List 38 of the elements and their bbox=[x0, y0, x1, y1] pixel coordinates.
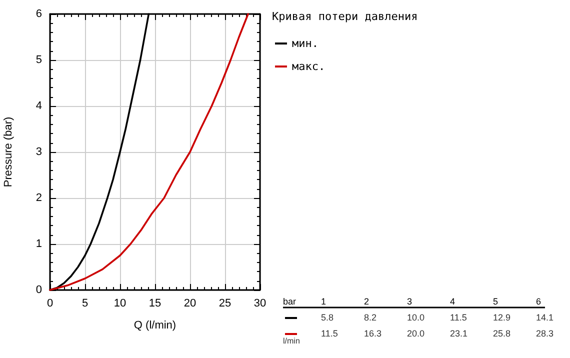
text: 25.8 bbox=[493, 328, 511, 338]
x-tick-label: 20 bbox=[184, 298, 196, 310]
x-axis-title: Q (l/min) bbox=[134, 320, 176, 332]
text: 20.0 bbox=[407, 328, 425, 338]
text: 14.1 bbox=[536, 312, 554, 322]
text: 3 bbox=[407, 296, 412, 306]
y-tick-label: 0 bbox=[36, 284, 42, 296]
text: 1 bbox=[321, 296, 326, 306]
x-tick-label: 30 bbox=[254, 298, 266, 310]
text: 11.5 bbox=[450, 312, 467, 322]
x-tick-label: 15 bbox=[148, 298, 162, 310]
y-tick-label: 2 bbox=[36, 192, 42, 204]
text: 10.0 bbox=[407, 312, 425, 322]
text: 2 bbox=[364, 296, 370, 306]
legend-label: макс. bbox=[292, 60, 326, 73]
x-tick-label: 5 bbox=[82, 298, 88, 310]
x-tick-label: 25 bbox=[218, 298, 232, 310]
y-tick-label: 1 bbox=[36, 238, 42, 250]
legend-title: Кривая потери давления bbox=[272, 10, 418, 23]
legend-label: мин. bbox=[292, 37, 318, 50]
text: 23.1 bbox=[450, 328, 468, 338]
x-tick-label: 10 bbox=[114, 298, 126, 310]
y-tick-label: 4 bbox=[36, 100, 42, 112]
y-axis-title: Pressure (bar) bbox=[2, 116, 14, 188]
y-tick-label: 3 bbox=[36, 146, 42, 158]
text: 12.9 bbox=[493, 312, 511, 322]
text: 5.8 bbox=[321, 312, 334, 322]
text: 11.5 bbox=[321, 328, 338, 338]
y-tick-label: 5 bbox=[36, 54, 42, 66]
text: bar bbox=[283, 296, 296, 306]
x-tick-label: 0 bbox=[46, 298, 54, 310]
text: 6 bbox=[536, 296, 542, 306]
text: 8.2 bbox=[364, 312, 377, 322]
text: 28.3 bbox=[536, 328, 554, 338]
text: l/min bbox=[283, 336, 300, 346]
text: 4 bbox=[450, 296, 456, 306]
text: 16.3 bbox=[364, 328, 382, 338]
y-tick-label: 6 bbox=[36, 8, 42, 20]
